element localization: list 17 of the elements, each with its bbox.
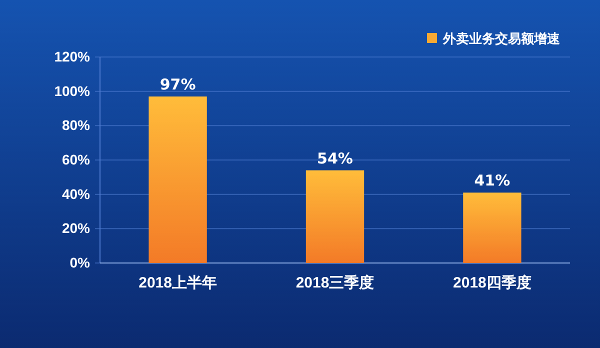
y-tick-label: 0% [70, 254, 91, 270]
data-label: 97% [160, 75, 196, 94]
bar [463, 192, 522, 263]
bar [306, 170, 364, 263]
x-tick-label: 2018四季度 [453, 274, 532, 292]
x-tick-label: 2018上半年 [138, 274, 217, 292]
legend-label: 外卖业务交易额增速 [442, 31, 561, 47]
bar [148, 96, 207, 263]
y-tick-label: 100% [54, 82, 91, 99]
x-tick-label: 2018三季度 [296, 274, 374, 292]
y-tick-label: 120% [54, 48, 91, 64]
y-tick-label: 80% [62, 117, 91, 134]
y-tick-label: 20% [62, 220, 91, 236]
y-tick-label: 40% [62, 186, 91, 202]
data-label: 54% [317, 149, 353, 168]
y-tick-label: 60% [62, 151, 91, 168]
data-label: 41% [474, 172, 510, 190]
